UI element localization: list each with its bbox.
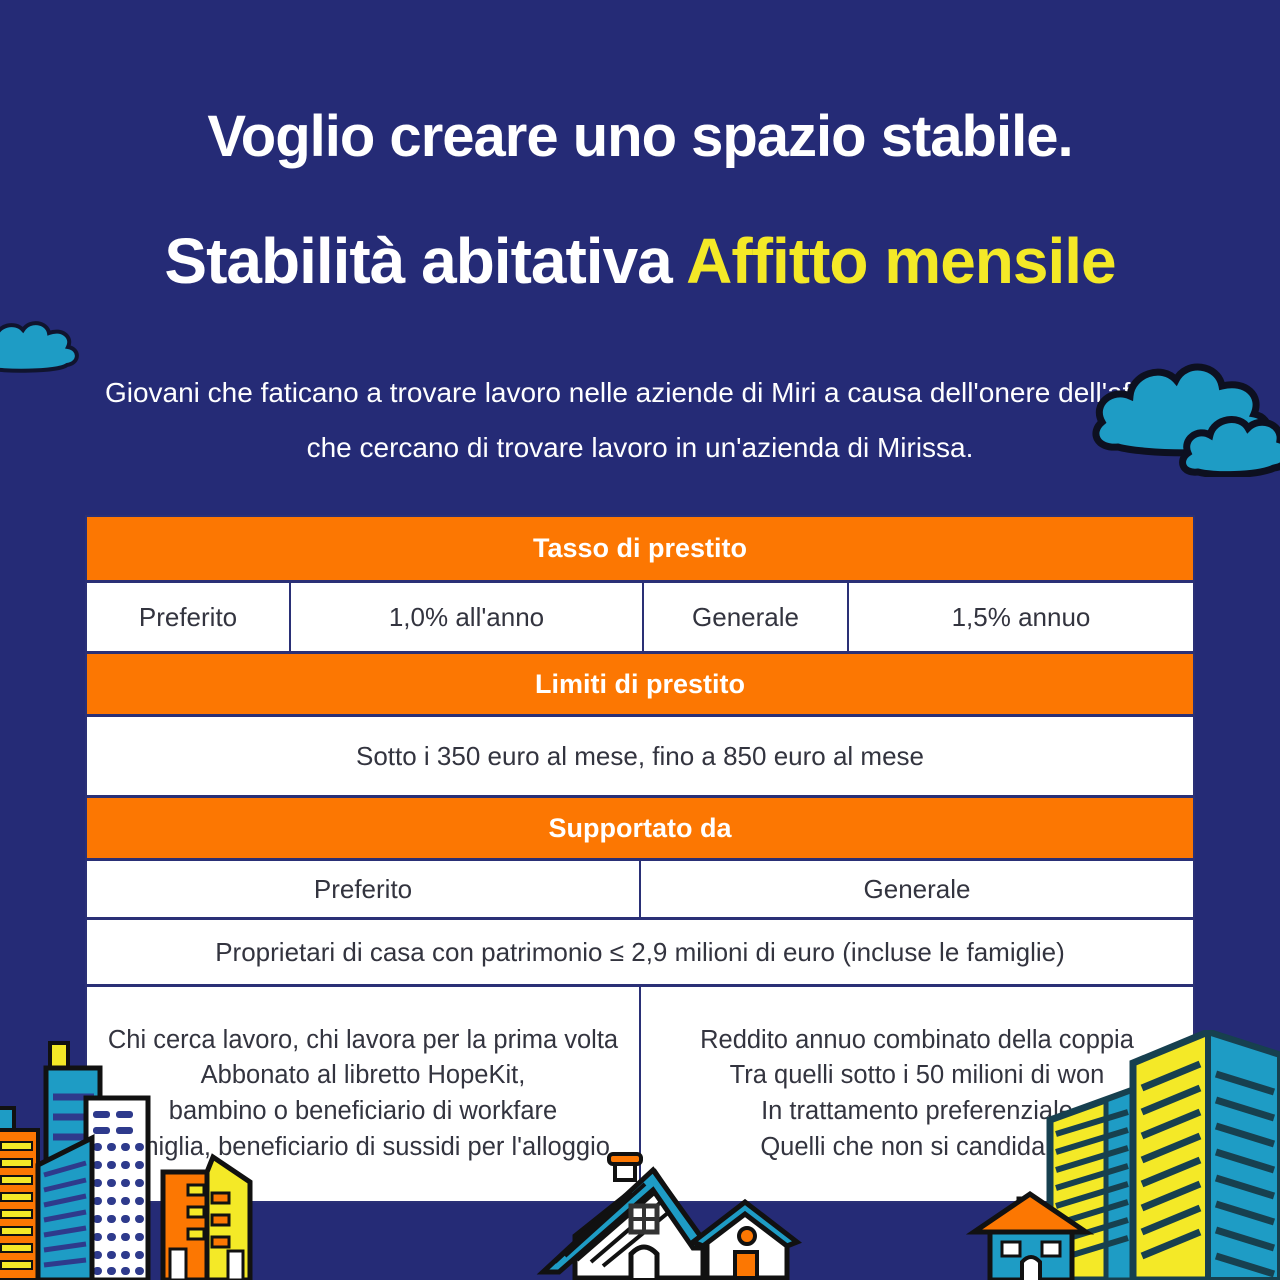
general-detail-line-1: Reddito annuo combinato della coppia [700, 1025, 1134, 1054]
section-header-loan-limits: Limiti di prestito [87, 654, 1193, 714]
section-header-supported-by: Supportato da [87, 798, 1193, 858]
table-row-supported-columns: Preferito Generale [87, 861, 1193, 917]
intro-paragraph: Giovani che faticano a trovare lavoro ne… [0, 366, 1280, 475]
subtitle-highlight: Affitto mensile [686, 225, 1116, 297]
cell-general-details: Reddito annuo combinato della coppia Tra… [641, 987, 1193, 1201]
intro-line-2: che cercano di trovare lavoro in un'azie… [306, 431, 974, 463]
page-title: Voglio creare uno spazio stabile. [207, 104, 1073, 169]
preferred-detail-line-1: Chi cerca lavoro, chi lavora per la prim… [107, 1025, 619, 1054]
cell-general-rate: 1,5% annuo [849, 583, 1193, 651]
cell-preferred-rate: 1,0% all'anno [291, 583, 642, 651]
general-detail-line-2: Tra quelli sotto i 50 milioni di won [729, 1061, 1105, 1090]
table-row-loan-rate: Preferito 1,0% all'anno Generale 1,5% an… [87, 583, 1193, 651]
intro-line-1: Giovani che faticano a trovare lavoro ne… [104, 377, 1176, 408]
subtitle-white: Stabilità abitativa [164, 225, 687, 297]
cell-loan-limits: Sotto i 350 euro al mese, fino a 850 eur… [87, 717, 1193, 795]
general-detail-line-4: Quelli che non si candidano [760, 1132, 1074, 1161]
preferred-detail-line-4: famiglia, beneficiario di sussidi per l'… [116, 1132, 610, 1161]
general-detail-line-3: In trattamento preferenziale [761, 1097, 1073, 1125]
table-row-homeowners: Proprietari di casa con patrimonio ≤ 2,9… [87, 920, 1193, 984]
loan-info-table: Tasso di prestito Preferito 1,0% all'ann… [85, 515, 1195, 1203]
page-subtitle: Stabilità abitativa Affitto mensile [0, 224, 1280, 298]
preferred-detail-line-3: bambino o beneficiario di workfare [168, 1097, 558, 1125]
cell-homeowners: Proprietari di casa con patrimonio ≤ 2,9… [87, 920, 1193, 984]
table-row-loan-limits: Sotto i 350 euro al mese, fino a 850 eur… [87, 717, 1193, 795]
cell-general-label: Generale [644, 583, 847, 651]
section-header-loan-rate: Tasso di prestito [87, 517, 1193, 580]
cell-preferred-details: Chi cerca lavoro, chi lavora per la prim… [87, 987, 639, 1201]
table-row-details: Chi cerca lavoro, chi lavora per la prim… [87, 987, 1193, 1201]
cell-preferred-label: Preferito [87, 583, 289, 651]
preferred-detail-line-2: Abbonato al libretto HopeKit, [200, 1061, 526, 1090]
cell-supported-general-label: Generale [641, 861, 1193, 917]
cell-supported-preferred-label: Preferito [87, 861, 639, 917]
